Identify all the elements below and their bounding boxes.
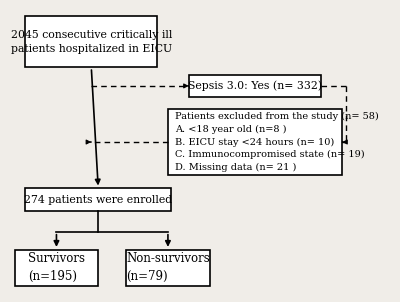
FancyBboxPatch shape [168, 109, 342, 175]
FancyBboxPatch shape [25, 188, 172, 211]
FancyBboxPatch shape [15, 250, 98, 286]
FancyBboxPatch shape [126, 250, 210, 286]
Text: 2045 consecutive critically ill
patients hospitalized in EICU: 2045 consecutive critically ill patients… [11, 30, 172, 54]
FancyBboxPatch shape [25, 16, 158, 67]
Text: Patients excluded from the study (n= 58)
A. <18 year old (n=8 )
B. EICU stay <24: Patients excluded from the study (n= 58)… [175, 112, 379, 172]
Text: Sepsis 3.0: Yes (n= 332): Sepsis 3.0: Yes (n= 332) [188, 81, 322, 91]
Text: 274 patients were enrolled: 274 patients were enrolled [24, 194, 172, 205]
Text: Non-survivors
(n=79): Non-survivors (n=79) [126, 252, 210, 283]
FancyBboxPatch shape [189, 75, 321, 97]
Text: Survivors
(n=195): Survivors (n=195) [28, 252, 85, 283]
